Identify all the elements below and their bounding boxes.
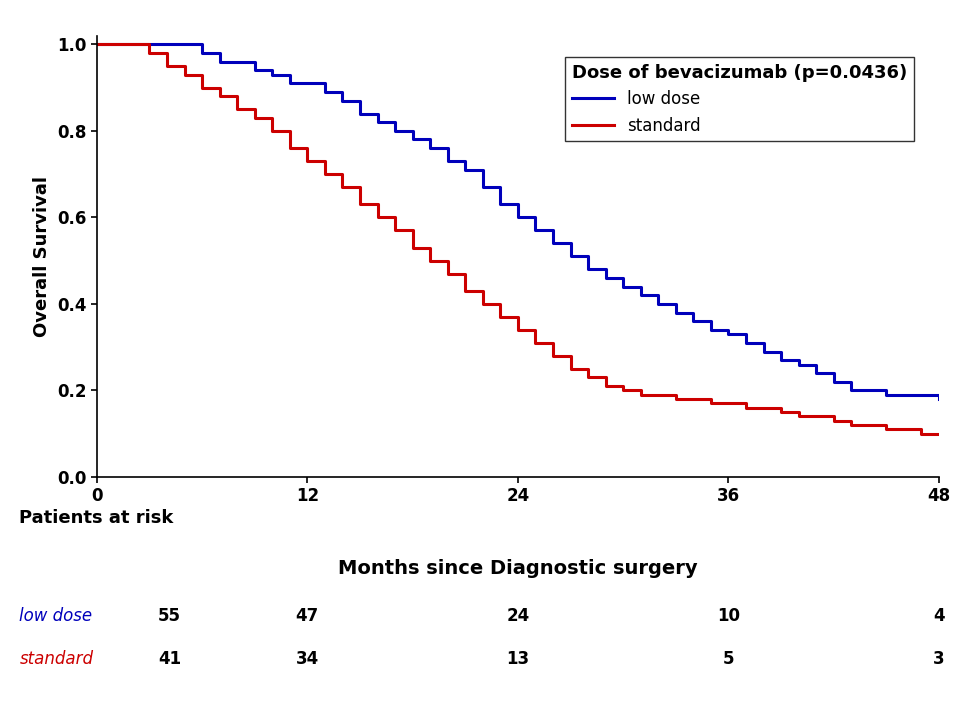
Text: 47: 47: [295, 607, 319, 625]
Text: standard: standard: [19, 649, 93, 668]
Text: Months since Diagnostic surgery: Months since Diagnostic surgery: [338, 559, 698, 578]
Text: 4: 4: [933, 607, 945, 625]
Legend: low dose, standard: low dose, standard: [565, 57, 914, 141]
Text: 41: 41: [158, 649, 181, 668]
Text: 3: 3: [933, 649, 945, 668]
Text: Patients at risk: Patients at risk: [19, 509, 173, 527]
Text: 13: 13: [506, 649, 529, 668]
Text: 34: 34: [295, 649, 319, 668]
Text: low dose: low dose: [19, 607, 93, 625]
Text: 5: 5: [723, 649, 734, 668]
Y-axis label: Overall Survival: Overall Survival: [33, 176, 51, 337]
Text: 55: 55: [158, 607, 181, 625]
Text: 10: 10: [717, 607, 740, 625]
Text: 24: 24: [506, 607, 529, 625]
